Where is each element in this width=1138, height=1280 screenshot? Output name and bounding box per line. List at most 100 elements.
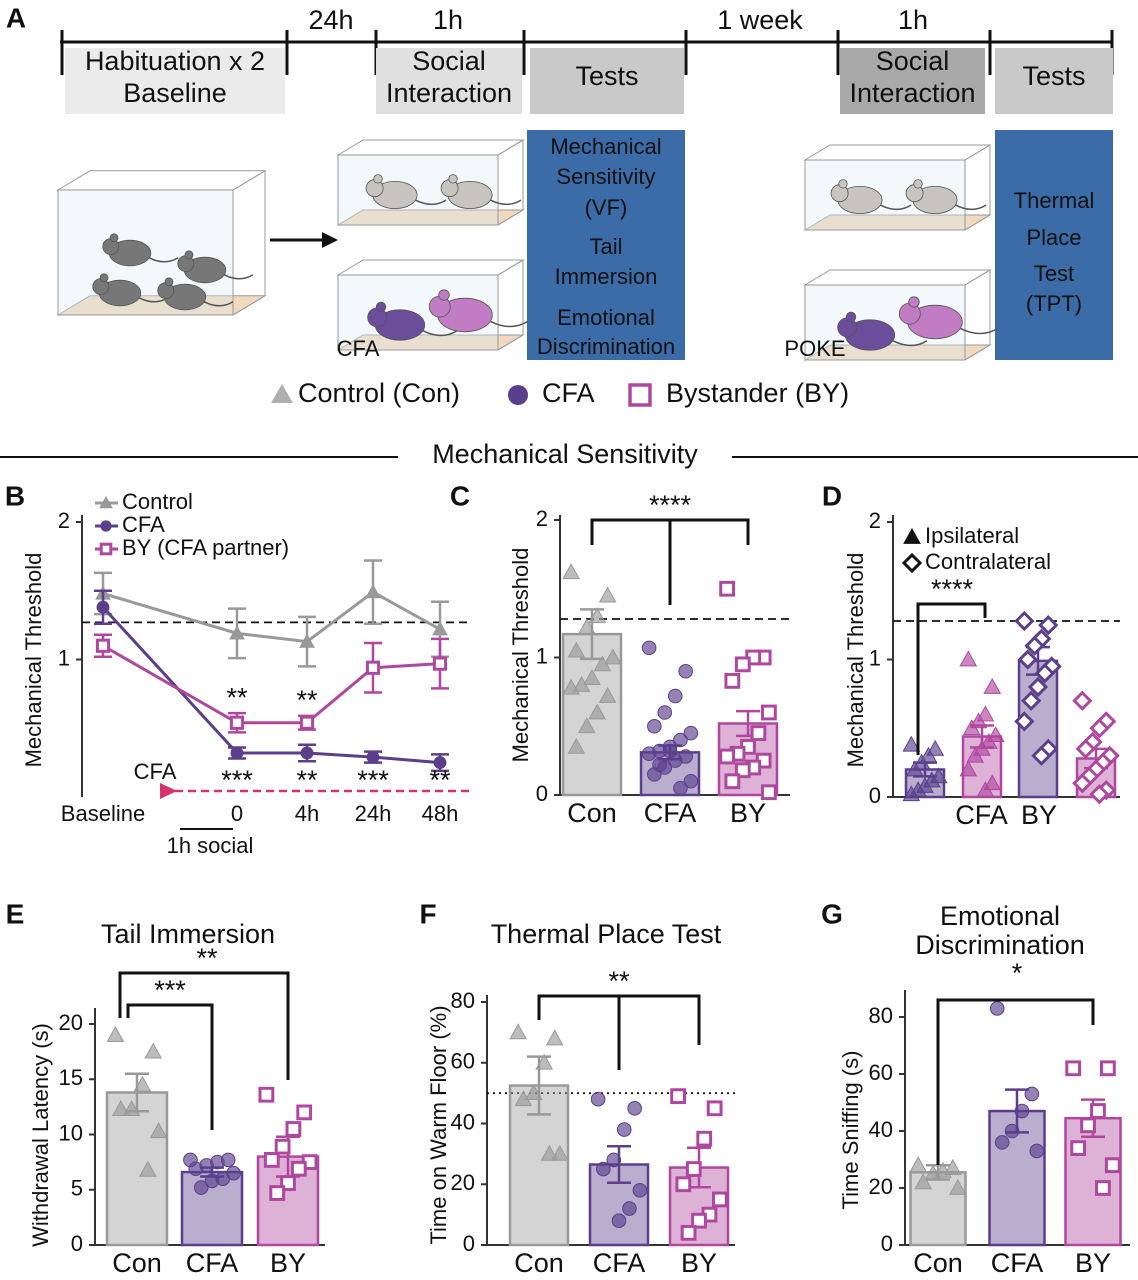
chart-title: Emotional xyxy=(940,901,1060,931)
interval-label: 1h xyxy=(898,5,928,35)
point xyxy=(1095,1180,1111,1196)
test-label: Emotional xyxy=(557,305,655,330)
point xyxy=(572,675,591,692)
point xyxy=(724,672,741,689)
point xyxy=(604,648,622,665)
y-tick-label: 0 xyxy=(881,1231,893,1256)
point xyxy=(673,780,688,796)
point xyxy=(269,1185,286,1201)
y-axis-label: Withdrawal Latency (s) xyxy=(28,1023,53,1247)
significance: **** xyxy=(649,490,692,520)
cage-edge xyxy=(232,170,266,191)
test-label: Immersion xyxy=(555,264,658,289)
point xyxy=(616,1122,632,1137)
point xyxy=(673,732,688,748)
point xyxy=(263,1152,280,1168)
y-tick-label: 1 xyxy=(869,645,881,670)
significance: * xyxy=(1012,958,1023,988)
y-axis-label: Time Sniffing (s) xyxy=(838,1051,863,1210)
point xyxy=(1014,711,1035,732)
point xyxy=(641,640,657,656)
mouse-tail xyxy=(203,301,234,307)
point xyxy=(919,746,938,763)
mouse-ear xyxy=(908,296,920,308)
y-tick-label: 20 xyxy=(59,1010,83,1035)
point xyxy=(934,1161,952,1178)
y-tick-label: 1 xyxy=(58,645,70,670)
point xyxy=(924,1164,942,1181)
significance-bracket xyxy=(590,518,750,605)
point xyxy=(912,753,931,770)
point xyxy=(724,773,741,790)
phase-box xyxy=(376,48,522,114)
point xyxy=(1089,784,1110,805)
point xyxy=(959,760,978,777)
point xyxy=(979,732,998,749)
test-label: Thermal xyxy=(1014,188,1095,213)
point xyxy=(1034,663,1055,684)
point xyxy=(1024,1086,1040,1102)
point xyxy=(122,1100,141,1116)
point xyxy=(1089,718,1110,739)
point xyxy=(138,1160,157,1177)
point xyxy=(583,669,601,686)
cage-top xyxy=(56,170,267,191)
point xyxy=(95,638,111,653)
legend-label: CFA xyxy=(122,512,165,537)
cage-edge xyxy=(964,344,991,361)
point xyxy=(432,656,448,671)
point xyxy=(229,715,245,730)
mouse-ear xyxy=(375,301,387,313)
point xyxy=(606,1152,622,1168)
point xyxy=(622,1201,637,1216)
point xyxy=(760,704,777,721)
point xyxy=(1072,690,1093,711)
mouse-ear xyxy=(838,179,848,189)
y-tick-label: 0 xyxy=(463,1231,475,1256)
y-axis-label: Time on Warm Floor (%) xyxy=(426,1005,451,1244)
point xyxy=(535,1053,554,1070)
phase-label: Baseline xyxy=(123,78,227,108)
significance-bracket xyxy=(537,994,701,1070)
point xyxy=(1038,615,1059,636)
legend-marker xyxy=(508,385,528,405)
y-axis-label: Mechanical Threshold xyxy=(21,553,46,768)
phase-box xyxy=(840,48,985,114)
point xyxy=(588,703,607,720)
injection-arrow xyxy=(160,783,177,799)
point xyxy=(667,688,683,704)
y-tick-label: 20 xyxy=(451,1170,475,1195)
point xyxy=(1065,1060,1082,1077)
panel-letter: C xyxy=(450,480,470,511)
y-axis-label: Mechanical Threshold xyxy=(843,553,868,768)
point xyxy=(944,1159,962,1175)
legend-marker xyxy=(271,384,293,403)
phase-label: Social xyxy=(876,46,950,76)
point xyxy=(149,1122,168,1139)
y-tick-label: 60 xyxy=(869,1060,893,1085)
point xyxy=(1024,635,1045,656)
point xyxy=(973,739,991,756)
point xyxy=(567,737,586,754)
point xyxy=(1027,676,1049,698)
interval-label: 24h xyxy=(308,5,353,35)
bar xyxy=(105,1091,169,1247)
y-tick-label: 0 xyxy=(869,783,881,808)
point xyxy=(902,785,921,802)
point xyxy=(562,563,580,580)
cage-edge xyxy=(232,295,266,316)
mouse-ear xyxy=(438,289,450,301)
cage-edge xyxy=(497,259,524,276)
significance: *** xyxy=(357,765,389,795)
significance: **** xyxy=(931,574,974,604)
x-tick-label: Con xyxy=(514,1248,564,1278)
point xyxy=(675,1176,692,1193)
point xyxy=(662,743,678,759)
point xyxy=(711,1191,728,1208)
point xyxy=(983,677,1002,694)
significance: ** xyxy=(296,765,318,795)
series-line xyxy=(101,606,441,765)
test-label: (VF) xyxy=(585,195,628,220)
point xyxy=(590,1091,606,1107)
point xyxy=(229,625,245,640)
